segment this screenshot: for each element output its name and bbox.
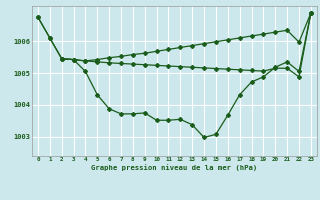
X-axis label: Graphe pression niveau de la mer (hPa): Graphe pression niveau de la mer (hPa): [91, 164, 258, 171]
